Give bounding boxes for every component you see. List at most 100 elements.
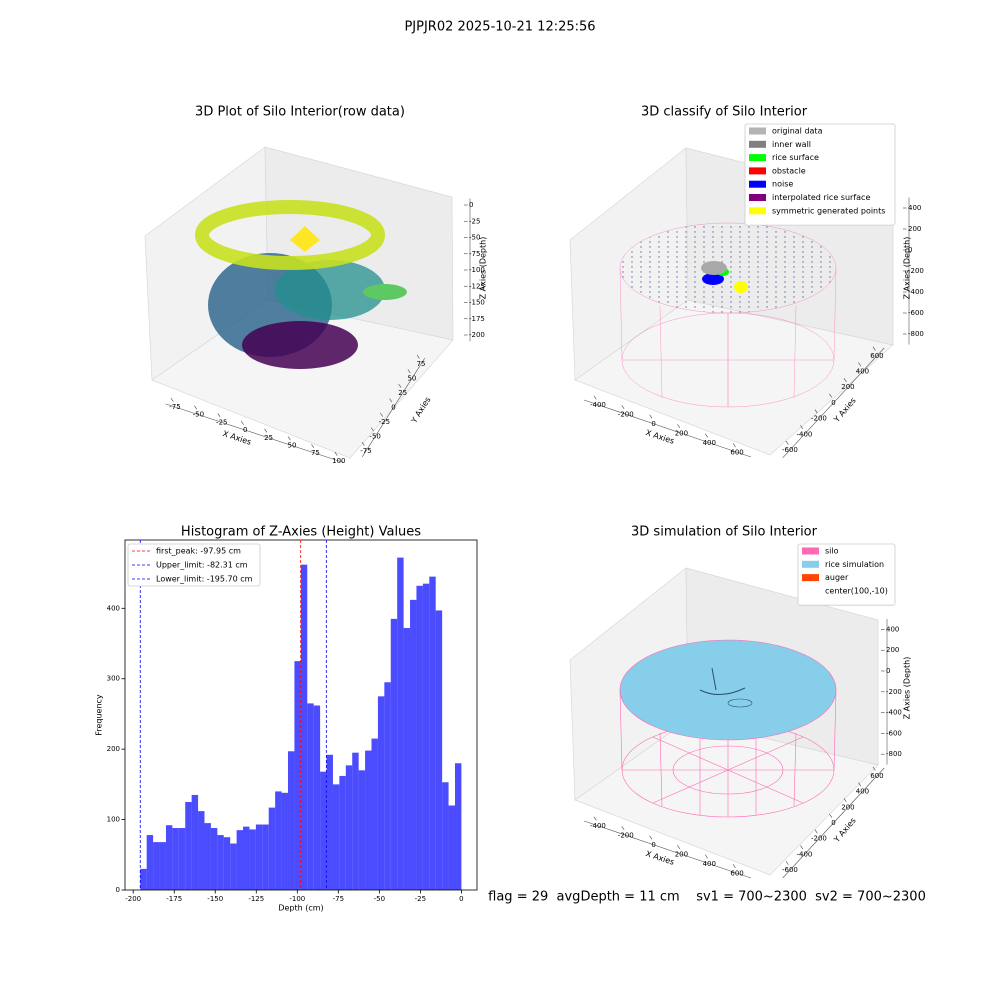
z-tick-label: -800 [886,750,902,758]
y-tick-label: 200 [107,745,120,753]
bar [326,754,333,890]
x-tick-label: -125 [248,895,264,903]
y-tick-label: -600 [782,446,798,454]
legend-label: Lower_limit: -195.70 cm [156,575,253,584]
z-axis-label: Z Axies (Depth) [903,657,912,720]
tick-mark [361,441,365,446]
tick-mark [398,383,402,388]
z-tick-label: -100 [469,266,485,274]
bar [230,843,237,890]
x-tick-label: 75 [311,449,320,457]
classified-points [701,261,748,293]
chart-title: Histogram of Z-Axies (Height) Values [181,525,421,540]
tick-mark [287,436,291,441]
y-tick-label: 300 [107,675,120,683]
z-tick-label: 400 [886,625,899,633]
z-tick-label: 200 [886,646,899,654]
bar [223,837,231,890]
x-tick-label: 50 [288,442,297,450]
bar [198,811,205,890]
bar [185,801,192,890]
tick-mark [705,854,708,859]
x-tick-label: -25 [415,895,426,903]
bar [281,792,288,890]
x-tick-label: -400 [590,401,606,409]
bar [332,784,340,890]
legend-label: rice simulation [825,560,884,569]
z-tick-label: -150 [469,299,485,307]
z-tick-label: 0 [908,246,912,254]
bar [377,696,385,890]
legend-label: first_peak: -97.95 cm [156,547,241,556]
y-tick-label: 50 [407,375,416,383]
z-tick-label: -600 [908,309,924,317]
y-tick-label: -50 [369,433,380,441]
y-tick-label: 200 [841,383,854,391]
x-tick-label: 0 [243,426,247,434]
tick-mark [829,813,833,818]
legend-label: obstacle [772,166,806,175]
y-tick-label: 25 [398,389,407,397]
chart-title: 3D simulation of Silo Interior [631,525,818,540]
legend-box [744,123,896,226]
y-tick-label: 400 [856,368,869,376]
bar [365,750,372,890]
legend-swatch [802,547,819,555]
legend-swatch [749,140,766,148]
bar [210,828,218,890]
x-tick-label: -200 [618,831,634,839]
tick-mark [370,427,374,432]
tick-mark [732,864,736,869]
z-axis-label: Z Axies (Depth) [903,237,912,300]
bar [172,828,179,890]
chart-title: 3D classify of Silo Interior [641,105,808,120]
bar [300,564,308,890]
chart-title: 3D Plot of Silo Interior(row data) [195,105,405,120]
z-tick-label: -200 [886,688,902,696]
tick-mark [858,782,862,787]
legend-label: noise [772,180,793,189]
bar [307,703,314,890]
bar [422,583,430,890]
legend-label: rice surface [772,153,819,162]
z-tick-label: -75 [469,250,480,258]
tick-mark [677,424,681,429]
y-tick-label: -200 [811,835,827,843]
y-tick-label: 75 [417,360,426,368]
legend-label: symmetric generated points [772,206,885,215]
y-tick-label: 100 [107,816,120,824]
tick-mark [194,405,198,410]
bar [165,825,173,890]
tick-mark [800,845,804,850]
tick-mark [621,405,625,410]
x-tick-label: 400 [703,439,716,447]
y-tick-label: -400 [797,850,813,858]
legend-label: Upper_limit: -82.31 cm [156,561,248,570]
tick-mark [814,409,818,414]
bar [448,805,455,890]
tick-mark [334,451,338,456]
x-tick-label: 100 [332,457,345,465]
y-tick-label: -600 [782,866,798,874]
x-tick-label: 0 [651,420,655,428]
y-tick-label: -400 [797,430,813,438]
tick-mark [829,393,833,398]
tick-mark [649,835,653,840]
x-tick-label: -400 [590,822,606,830]
tick-mark [240,420,244,425]
tick-mark [800,425,804,430]
bar [410,599,417,890]
x-axis-label: X Axies [645,849,676,867]
bar [358,770,366,890]
tick-mark [311,444,315,449]
legend-label: interpolated rice surface [772,193,870,202]
bar [339,775,346,890]
z-tick-label: -200 [908,267,924,275]
bar [313,705,321,890]
bar [204,823,211,890]
y-axis-label: Frequency [95,694,104,736]
figure-title: PJPJR02 2025-10-21 12:25:56 [404,20,595,35]
z-tick-label: -175 [469,315,485,323]
z-tick-label: -50 [469,234,480,242]
